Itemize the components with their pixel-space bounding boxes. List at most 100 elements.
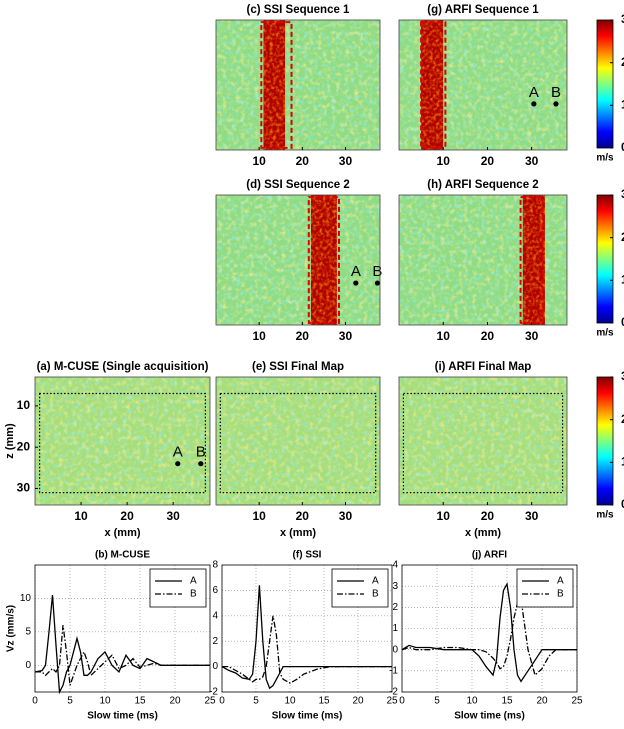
y-tick-label: 0 xyxy=(392,644,398,655)
x-tick-label: 25 xyxy=(204,696,216,707)
point-label: A xyxy=(173,444,183,461)
point-label: B xyxy=(551,84,561,101)
x-axis-label: x (mm) xyxy=(104,527,140,539)
x-axis-label: Slow time (ms) xyxy=(272,711,343,722)
colorbar-tick-label: 3 xyxy=(621,12,624,26)
panel-title: (g) ARFI Sequence 1 xyxy=(427,4,539,16)
x-tick-label: 0 xyxy=(32,696,38,707)
map-texture xyxy=(35,377,210,505)
y-tick-label: -2 xyxy=(389,687,398,698)
roi-box xyxy=(219,392,377,494)
series-line xyxy=(221,585,392,690)
plot-frame xyxy=(398,19,568,151)
colorbar-label: m/s xyxy=(596,153,614,164)
x-tick-label: 20 xyxy=(536,696,548,707)
x-tick-label: 5 xyxy=(253,696,259,707)
colorbar-tick-label: 2 xyxy=(621,55,624,69)
y-tick-label: 2 xyxy=(392,602,398,613)
y-tick-label: -1 xyxy=(389,665,398,676)
legend-label: B xyxy=(190,589,197,600)
x-tick-label: 25 xyxy=(386,696,398,707)
y-tick-label: 30 xyxy=(17,481,31,495)
y-tick-label: 0 xyxy=(25,660,31,671)
x-axis-label: x (mm) xyxy=(465,527,501,539)
legend-label: B xyxy=(372,589,379,600)
y-tick-label: 3 xyxy=(392,581,398,592)
colorbar-tick-label: 2 xyxy=(621,230,624,244)
x-tick-label: 30 xyxy=(166,509,180,523)
plot-frame xyxy=(215,19,381,151)
x-tick-label: 30 xyxy=(339,154,353,168)
x-tick-label: 30 xyxy=(339,509,353,523)
plot-frame xyxy=(215,376,381,506)
panel-title: (f) SSI xyxy=(293,550,322,561)
x-tick-label: 15 xyxy=(134,696,146,707)
colorbar-tick-label: 3 xyxy=(621,187,624,201)
series-line xyxy=(222,615,392,684)
y-axis-label: z (mm) xyxy=(4,423,16,459)
colorbar-tick-label: 0 xyxy=(621,497,624,511)
point-label: A xyxy=(529,84,539,101)
x-tick-label: 30 xyxy=(525,509,539,523)
y-tick-label: 4 xyxy=(392,560,398,571)
map-texture xyxy=(216,377,380,505)
legend-label: A xyxy=(372,576,379,587)
legend-label: A xyxy=(190,576,197,587)
plot-frame xyxy=(215,194,381,326)
roi-box xyxy=(402,392,564,494)
x-axis-label: Slow time (ms) xyxy=(454,711,525,722)
y-tick-label: 0 xyxy=(212,661,218,672)
colorbar-tick-label: 0 xyxy=(621,140,624,154)
y-axis-label: Vz (mm/s) xyxy=(6,605,17,652)
panel-title: (h) ARFI Sequence 2 xyxy=(427,179,538,191)
colorbar xyxy=(596,376,614,506)
x-tick-label: 10 xyxy=(437,329,451,343)
colorbar xyxy=(596,19,614,149)
x-tick-label: 15 xyxy=(501,696,513,707)
y-tick-label: 10 xyxy=(20,593,32,604)
series-line xyxy=(34,595,210,695)
legend-box xyxy=(331,568,389,608)
point-marker xyxy=(531,101,537,107)
point-label: A xyxy=(351,263,361,280)
legend-box xyxy=(149,568,207,608)
panel-title: (j) ARFI xyxy=(472,550,507,561)
plot-frame xyxy=(34,376,211,506)
x-tick-label: 30 xyxy=(339,329,353,343)
x-tick-label: 20 xyxy=(481,154,495,168)
colorbar xyxy=(596,194,614,324)
x-tick-label: 0 xyxy=(219,696,225,707)
point-label: B xyxy=(372,263,382,280)
panel-title: (c) SSI Sequence 1 xyxy=(247,4,351,16)
x-tick-label: 5 xyxy=(67,696,73,707)
y-tick-label: 8 xyxy=(212,560,218,571)
x-tick-label: 10 xyxy=(252,509,266,523)
roi-box xyxy=(307,196,340,324)
x-tick-label: 10 xyxy=(252,329,266,343)
roi-box xyxy=(260,21,293,149)
legend-box xyxy=(516,568,574,608)
x-tick-label: 20 xyxy=(481,509,495,523)
panel-title: (b) M-CUSE xyxy=(95,550,150,561)
x-axis-label: Slow time (ms) xyxy=(87,711,158,722)
x-tick-label: 20 xyxy=(296,509,310,523)
colorbar-label: m/s xyxy=(596,510,614,521)
x-tick-label: 20 xyxy=(352,696,364,707)
map-texture xyxy=(216,20,380,150)
colorbar-tick-label: 2 xyxy=(621,412,624,426)
x-tick-label: 10 xyxy=(74,509,88,523)
y-tick-label: 2 xyxy=(212,636,218,647)
point-marker xyxy=(353,280,359,286)
colorbar-tick-label: 0 xyxy=(621,315,624,329)
x-axis-label: x (mm) xyxy=(280,527,316,539)
y-tick-label: 20 xyxy=(17,439,31,453)
point-marker xyxy=(198,461,204,467)
x-tick-label: 25 xyxy=(571,696,583,707)
colorbar-tick-label: 1 xyxy=(621,98,624,112)
x-tick-label: 20 xyxy=(296,154,310,168)
y-tick-label: 5 xyxy=(25,626,31,637)
x-tick-label: 10 xyxy=(437,509,451,523)
x-tick-label: 15 xyxy=(318,696,330,707)
